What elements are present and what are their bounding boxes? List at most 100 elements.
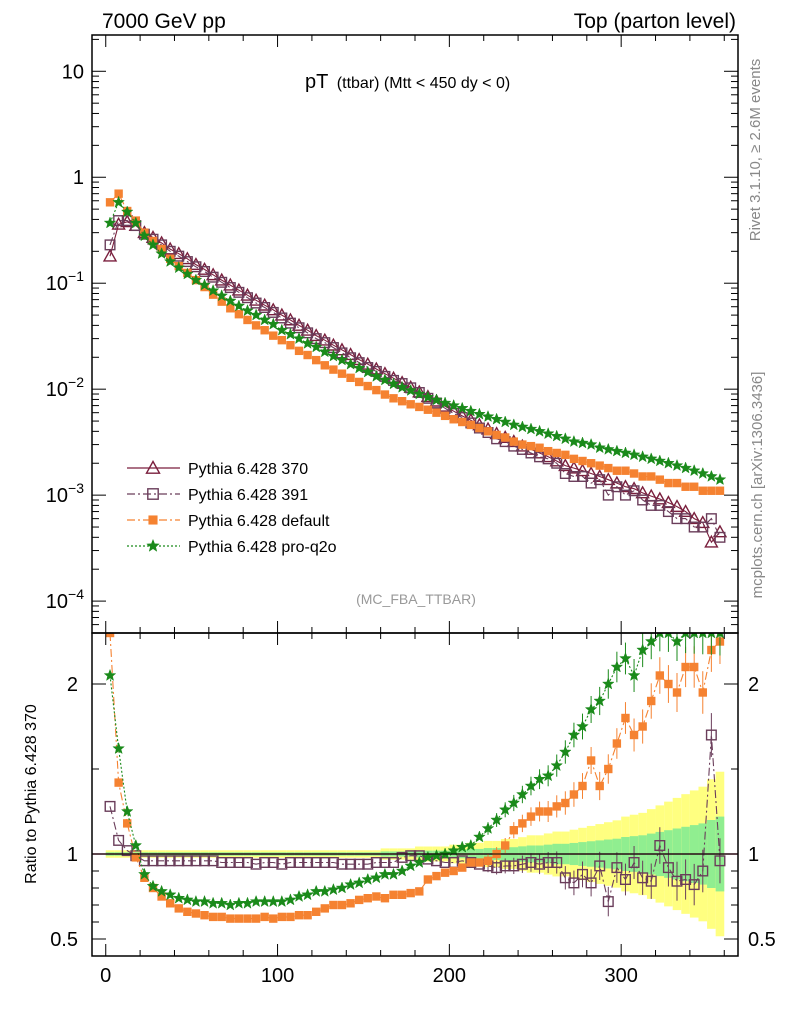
ratio-series-2-point-55 [578,781,587,791]
ratio-series-2-point-12 [208,912,218,922]
ratio-series-2-point-53 [561,798,570,808]
ratio-series-2-point-69 [698,688,707,697]
ratio-series-1-point-45 [491,862,503,874]
ratio-series-2-point-50 [535,807,544,816]
legend: Pythia 6.428 370 Pythia 6.428 391 Pythia 6… [127,460,337,556]
ratio-series-1-point-29 [353,858,365,870]
series-1-point-61 [628,485,640,497]
ratio-series-2-point-57 [595,781,604,791]
series-2-point-56 [586,459,596,468]
series-0-point-53 [558,458,573,472]
series-3-point-52 [550,429,564,442]
series-3-point-18 [258,313,272,326]
series-2-point-42 [466,420,476,430]
ratio-series-3-point-37 [421,850,435,863]
ratio-series-1-point-15 [233,857,245,869]
y-ratio-tick-label-left-1: 1 [67,844,78,866]
series-2-point-43 [475,423,484,433]
ratio-series-2-point-6 [157,892,166,901]
series-1-point-53 [559,468,571,480]
plot-title-sub: (ttbar) (Mtt < 450 dy < 0) [337,75,510,92]
ratio-series-3-point-16 [241,896,254,909]
ratio-series-3-point-62 [636,643,650,656]
series-1-point-54 [568,470,580,482]
series-0-point-51 [540,449,556,463]
legend-entry-3: Pythia 6.428 pro-q2o [127,538,337,556]
x-tick-label-0: 0 [100,965,111,987]
ratio-series-3-point-42 [464,838,478,851]
series-3-point-10 [189,273,203,286]
ratio-series-1-point-24 [310,857,322,869]
legend-entry-2: Pythia 6.428 default [127,513,330,530]
series-3-point-45 [490,412,503,425]
ratio-series-1-point-60 [619,874,631,886]
ratio-series-2-point-28 [346,899,355,908]
ratio-series-3-point-31 [369,871,383,884]
series-3-point-67 [679,461,692,474]
ratio-series-2-point-67 [681,662,690,672]
ratio-series-1-point-11 [199,855,211,867]
ratio-series-3-point-56 [584,702,598,715]
series-3-point-3 [129,216,143,229]
ratio-series-2-point-9 [183,907,192,916]
ratio-series-1-point-62 [637,872,649,884]
y-main-tick-label-4: 1 [73,167,84,189]
ratio-series-1-point-14 [224,857,236,869]
y-main-tick-label-5: 10 [62,61,84,83]
series-2-point-70 [707,486,716,495]
ratio-series-1-point-69 [697,865,709,877]
series-3-point-35 [404,383,418,396]
series-2-point-36 [415,402,424,412]
series-3-point-21 [284,327,297,340]
ratio-series-1-point-54 [568,877,580,889]
series-0-point-12 [205,267,221,281]
series-1-point-59 [611,481,623,493]
series-0-point-17 [248,292,264,306]
y-main-tick-base-4: 1 [73,167,84,189]
ratio-series-3-point-14 [223,898,237,911]
ratio-series-1-point-22 [293,857,305,869]
mcplots-reference: mcplots.cern.ch [arXiv:1306.3436] [749,372,766,599]
ratio-series-2-point-11 [200,911,209,920]
ratio-series-2-point-51 [543,807,553,816]
ratio-series-2-point-4 [140,873,149,882]
ratio-series-1-point-25 [319,857,331,869]
y-ratio-tick-label-left-0: 0.5 [50,929,78,951]
ratio-series-3-point-40 [447,843,461,857]
series-3-point-23 [301,336,314,349]
series-2-point-1 [114,189,123,198]
ratio-series-3-point-5 [146,879,160,892]
series-2-point-47 [509,437,518,446]
series-3-point-26 [327,349,340,362]
series-3-point-4 [138,229,151,242]
series-3-point-34 [395,380,409,393]
series-3-point-22 [292,331,306,345]
series-0-point-22 [291,317,307,331]
series-1-point-70 [705,513,717,525]
series-2-point-37 [423,405,433,414]
legend-marker-3 [146,538,160,552]
ratio-series-3-point-61 [627,668,641,681]
ratio-series-3-point-21 [284,893,297,906]
series-3-point-48 [516,420,529,433]
series-2-point-19 [269,331,278,340]
series-2-point-28 [346,373,355,383]
ratio-series-1-point-56 [585,877,597,889]
series-0-point-16 [240,287,255,301]
ratio-series-2-point-34 [397,890,407,899]
ratio-series-2-point-68 [689,662,699,672]
series-2-point-33 [389,394,398,403]
y-main-tick-exp-2: −2 [68,374,84,390]
ratio-series-3-point-11 [198,894,211,908]
series-3-point-16 [241,303,254,317]
y-ratio-tick-label-right-2: 2 [748,674,759,696]
series-2-point-20 [277,335,287,345]
ratio-series-1-point-55 [577,868,589,880]
series-1-point-63 [645,499,657,511]
series-2-point-71 [715,486,725,495]
series-3-point-49 [524,422,538,435]
legend-marker-2 [148,515,158,525]
series-2-point-54 [569,454,579,464]
legend-label-1: Pythia 6.428 391 [188,487,308,504]
ratio-series-1-point-18 [259,857,271,869]
